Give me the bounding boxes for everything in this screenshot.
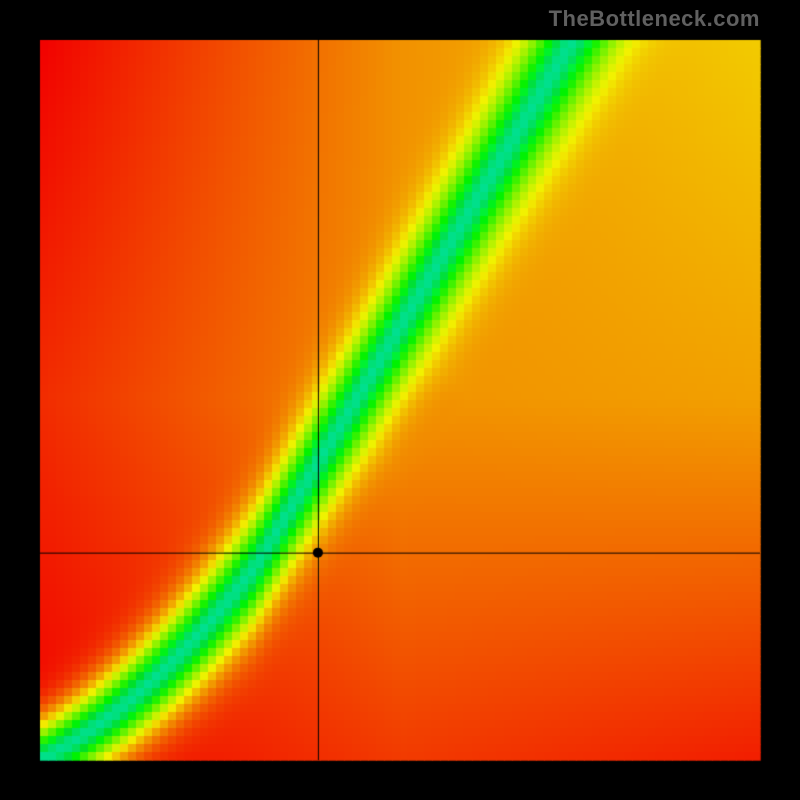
chart-container: TheBottleneck.com [0,0,800,800]
heatmap-canvas [0,0,800,800]
watermark-text: TheBottleneck.com [549,6,760,32]
